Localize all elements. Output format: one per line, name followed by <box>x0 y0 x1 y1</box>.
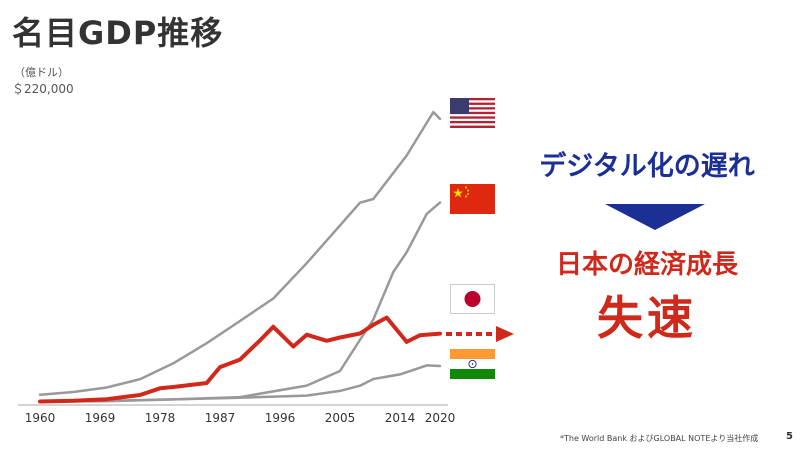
page-title: 名目GDP推移 <box>12 14 224 52</box>
x-tick-label: 2020 <box>425 411 456 425</box>
digitalization-delay-text: デジタル化の遅れ <box>539 151 755 182</box>
x-tick-label: 2014 <box>385 411 416 425</box>
x-tick-labels: 1960 1969 1978 1987 1996 2005 2014 2020 <box>25 411 456 425</box>
slowdown-text: 失速 <box>597 291 697 345</box>
series-line-india <box>38 364 442 403</box>
series-line-japan <box>38 315 442 404</box>
down-triangle-icon <box>605 204 705 230</box>
economic-growth-text: 日本の経済成長 <box>555 250 738 280</box>
india-flag-icon <box>450 349 495 379</box>
china-flag-icon <box>450 184 495 214</box>
japan-flag-icon <box>450 284 495 314</box>
unit-label: （億ドル） <box>14 66 69 79</box>
continuation-arrow <box>446 326 514 342</box>
x-tick-label: 1996 <box>265 411 296 425</box>
series-group <box>38 110 442 404</box>
x-tick-label: 1978 <box>145 411 176 425</box>
us-flag-icon <box>450 98 495 128</box>
series-line-us <box>38 110 442 396</box>
y-max-label: ＄220,000 <box>12 82 74 96</box>
x-tick-label: 1960 <box>25 411 56 425</box>
x-tick-label: 2005 <box>325 411 356 425</box>
source-note: *The World Bank およびGLOBAL NOTEより当社作成 <box>560 434 759 443</box>
x-tick-label: 1969 <box>85 411 116 425</box>
series-line-china <box>38 201 442 403</box>
arrow-head <box>496 326 514 342</box>
page-number: 5 <box>786 431 793 442</box>
x-tick-label: 1987 <box>205 411 236 425</box>
